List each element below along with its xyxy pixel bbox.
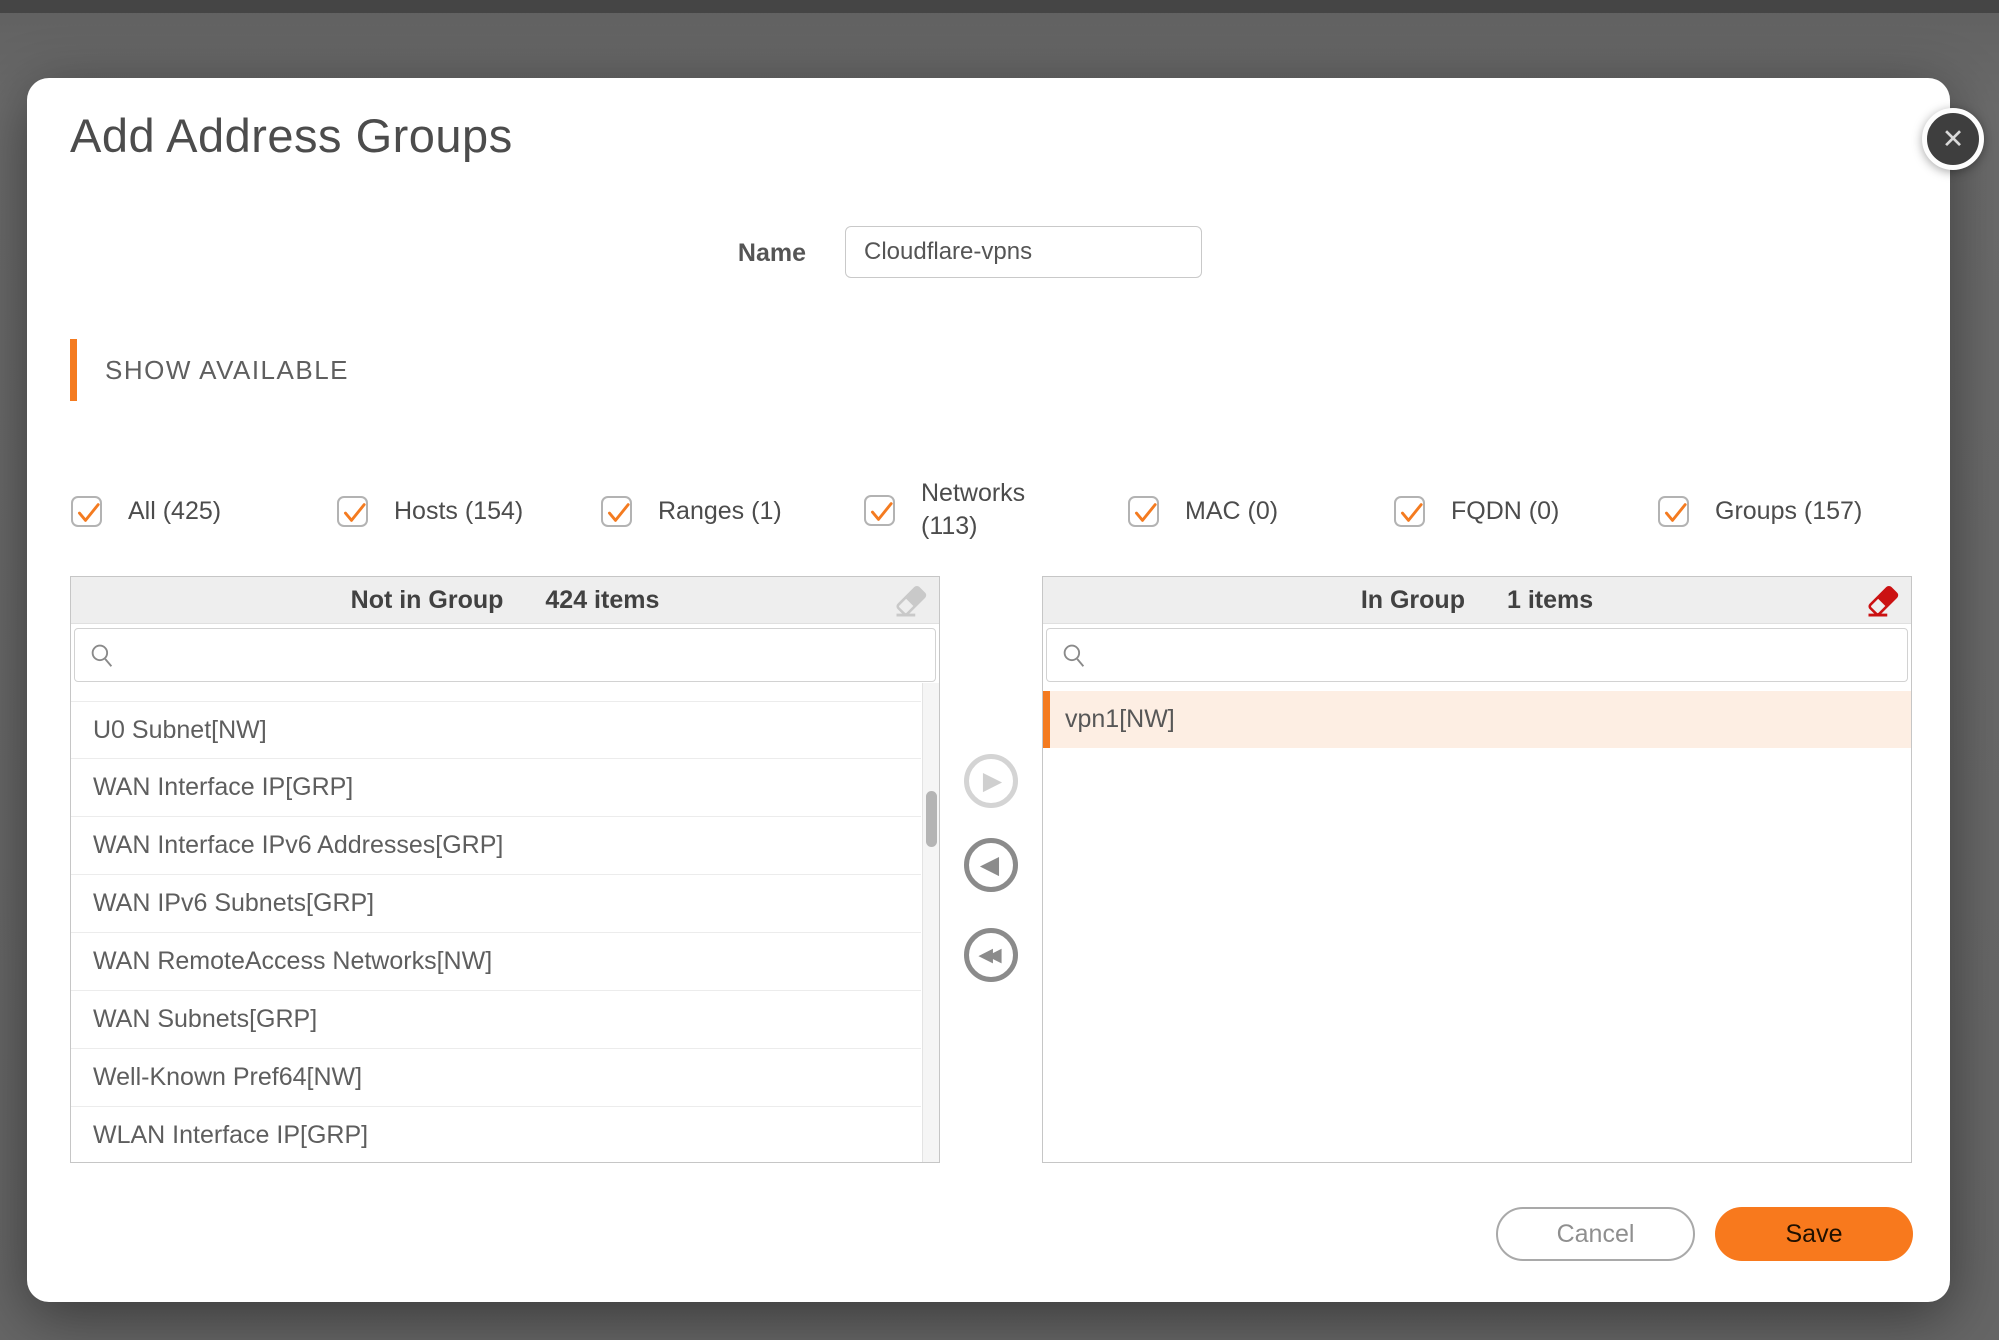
checkbox-mac[interactable] [1128, 496, 1159, 527]
filter-all: All (425) [71, 495, 221, 528]
list-item-label: U0 Subnet[NW] [93, 715, 267, 744]
list-item-label: WAN RemoteAccess Networks[NW] [93, 947, 493, 975]
dialog-title: Add Address Groups [70, 109, 513, 162]
close-icon: ✕ [1941, 123, 1965, 154]
remove-all-from-group-button[interactable]: ◀◀ [964, 928, 1018, 982]
panel-title: Not in Group [350, 585, 504, 614]
filter-label: Groups (157) [1715, 497, 1863, 525]
filter-label: Networks (113) [921, 479, 1026, 540]
checkbox-all[interactable] [71, 496, 102, 527]
filter-label: FQDN (0) [1451, 497, 1560, 525]
scrollbar-thumb[interactable] [926, 791, 937, 847]
page-top-strip [0, 0, 1999, 13]
clear-selection-button[interactable] [891, 582, 929, 620]
not-in-group-search [74, 628, 936, 682]
in-group-header: In Group 1 items [1043, 577, 1911, 624]
eraser-icon [1868, 585, 1899, 617]
arrow-left-icon: ◀ [979, 850, 1000, 879]
list-item[interactable]: WLAN Interface IP[GRP] [71, 1107, 921, 1162]
filter-fqdn: FQDN (0) [1394, 495, 1559, 528]
list-item[interactable]: U0 Subnet[NW] [71, 701, 921, 759]
section-accent-bar [70, 339, 77, 401]
list-item-label: vpn1[NW] [1065, 705, 1175, 733]
list-item-label: Well-Known Pref64[NW] [93, 1063, 363, 1091]
in-group-search [1046, 628, 1908, 682]
not-in-group-search-input[interactable] [127, 629, 935, 681]
name-input[interactable] [845, 226, 1202, 278]
filter-hosts: Hosts (154) [337, 495, 523, 528]
filter-networks: Networks (113) [864, 477, 1045, 543]
list-item-label: WAN Interface IPv6 Addresses[GRP] [93, 831, 504, 859]
in-group-search-input[interactable] [1099, 629, 1907, 681]
search-icon [1063, 644, 1085, 667]
list-item-label: WAN Subnets[GRP] [93, 1005, 318, 1033]
list-item[interactable]: WAN Subnets[GRP] [71, 991, 921, 1049]
cancel-button-label: Cancel [1556, 1219, 1635, 1248]
checkbox-ranges[interactable] [601, 496, 632, 527]
check-icon [77, 503, 100, 522]
list-item[interactable]: WAN Interface IPv6 Addresses[GRP] [71, 817, 921, 875]
double-arrow-left-icon: ◀◀ [978, 944, 1001, 966]
check-icon [1664, 503, 1687, 522]
filter-mac: MAC (0) [1128, 495, 1278, 528]
move-to-group-button[interactable]: ▶ [964, 754, 1018, 808]
name-label: Name [737, 239, 806, 267]
list-item[interactable]: WAN IPv6 Subnets[GRP] [71, 875, 921, 933]
panel-title: In Group [1360, 585, 1465, 614]
save-button[interactable]: Save [1715, 1207, 1913, 1261]
add-address-groups-dialog: Add Address Groups ✕ Name SHOW AVAILABLE… [27, 78, 1984, 1302]
list-item-label: WAN IPv6 Subnets[GRP] [93, 889, 375, 917]
filter-label: Ranges (1) [658, 497, 782, 525]
list-item-label: WAN Interface IP[GRP] [93, 773, 354, 801]
panel-count: 424 items [545, 585, 660, 614]
filter-label: All (425) [128, 497, 222, 525]
list-item[interactable]: WAN RemoteAccess Networks[NW] [71, 933, 921, 991]
in-group-panel: In Group 1 items [1042, 576, 1912, 1163]
arrow-right-icon: ▶ [982, 766, 1003, 795]
clear-group-button[interactable] [1863, 582, 1901, 620]
filter-ranges: Ranges (1) [601, 495, 782, 528]
filter-label: MAC (0) [1185, 497, 1279, 525]
list-item[interactable]: WAN Interface IP[GRP] [71, 759, 921, 817]
section-title: SHOW AVAILABLE [105, 355, 350, 385]
check-icon [1400, 503, 1423, 522]
not-in-group-header: Not in Group 424 items [71, 577, 939, 624]
filter-groups: Groups (157) [1658, 495, 1862, 528]
check-icon [343, 503, 366, 522]
remove-from-group-button[interactable]: ◀ [964, 838, 1018, 892]
close-button[interactable]: ✕ [1922, 108, 1984, 170]
checkbox-hosts[interactable] [337, 496, 368, 527]
panel-count: 1 items [1506, 585, 1594, 614]
check-icon [1134, 503, 1157, 522]
checkbox-networks[interactable] [864, 494, 895, 526]
save-button-label: Save [1785, 1219, 1843, 1248]
not-in-group-list: U0 Subnet[NW] WAN Interface IP[GRP] WAN … [71, 701, 939, 1162]
check-icon [870, 501, 893, 521]
cancel-button[interactable]: Cancel [1496, 1207, 1695, 1261]
list-item-label: WLAN Interface IP[GRP] [93, 1121, 369, 1149]
checkbox-fqdn[interactable] [1394, 496, 1425, 527]
not-in-group-panel: Not in Group 424 items [70, 576, 940, 1163]
list-item[interactable]: Well-Known Pref64[NW] [71, 1049, 921, 1107]
filter-label: Hosts (154) [394, 497, 524, 525]
search-icon [91, 644, 113, 667]
checkbox-groups[interactable] [1658, 496, 1689, 527]
eraser-icon [896, 585, 927, 617]
check-icon [607, 503, 630, 522]
scrollbar-track[interactable] [922, 683, 939, 1162]
in-group-list-item-selected[interactable]: vpn1[NW] [1043, 691, 1911, 748]
